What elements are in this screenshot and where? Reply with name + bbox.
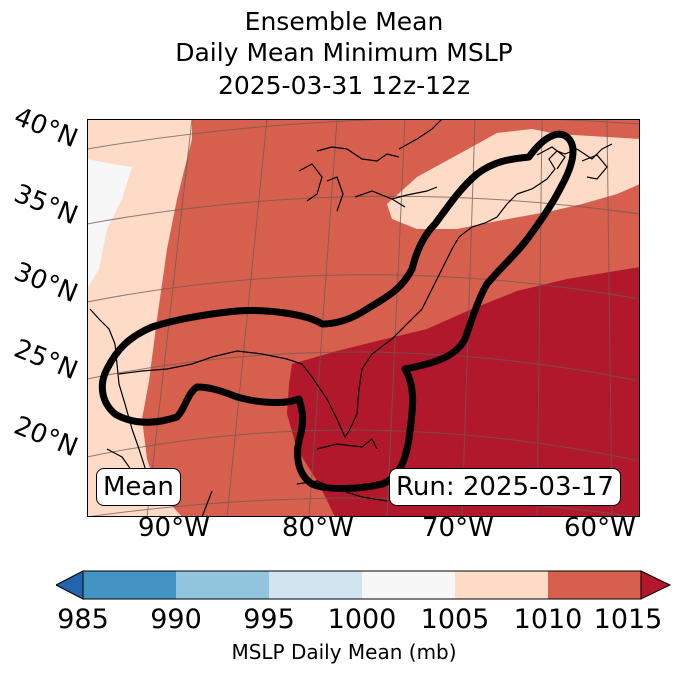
lon-label-60w: 60°W (564, 513, 636, 543)
field-gt-1015 (287, 267, 640, 517)
title-line-3: 2025-03-31 12z-12z (217, 71, 471, 100)
colorbar-bin-990-995 (176, 571, 269, 599)
colorbar-tick-990: 990 (150, 604, 202, 635)
colorbar-bin-1005-1010 (455, 571, 548, 599)
graticule (87, 119, 640, 517)
colorbar-bin-1010-1015 (548, 571, 641, 599)
lat-label-40: 40°N (9, 101, 82, 155)
colorbar-tick-1000: 1000 (327, 604, 397, 635)
mean-contour (98, 130, 577, 493)
colorbar-tick-1005: 1005 (420, 604, 490, 635)
title-line-2: Daily Mean Minimum MSLP (175, 38, 513, 67)
field-1005-1010 (87, 119, 192, 517)
run-date-annotation: Run: 2025-03-17 (389, 468, 621, 506)
map-panel (87, 119, 640, 517)
lon-label-80w: 80°W (282, 513, 354, 543)
colorbar-label: MSLP Daily Mean (mb) (231, 640, 457, 664)
colorbar (56, 570, 672, 600)
colorbar-bin-985-990 (83, 571, 176, 599)
colorbar-tick-985: 985 (57, 604, 109, 635)
colorbar-over-arrow (640, 570, 672, 600)
colorbar-bin-1000-1005 (362, 571, 455, 599)
lat-label-30: 30°N (9, 256, 82, 310)
map-svg (87, 119, 640, 517)
lat-label-25: 25°N (9, 333, 82, 387)
colorbar-tick-1015: 1015 (593, 604, 663, 635)
mean-annotation: Mean (96, 468, 181, 506)
colorbar-bin-995-1000 (269, 571, 362, 599)
lat-label-20: 20°N (9, 410, 82, 464)
title-line-1: Ensemble Mean (244, 7, 444, 36)
colorbar-under-arrow (56, 570, 84, 600)
colorbar-tick-995: 995 (243, 604, 295, 635)
lon-label-70w: 70°W (422, 513, 494, 543)
lat-label-35: 35°N (9, 178, 82, 232)
colorbar-tick-1010: 1010 (513, 604, 583, 635)
lon-label-90w: 90°W (138, 513, 210, 543)
field-1000-1005 (87, 159, 132, 289)
coastlines (89, 119, 613, 517)
